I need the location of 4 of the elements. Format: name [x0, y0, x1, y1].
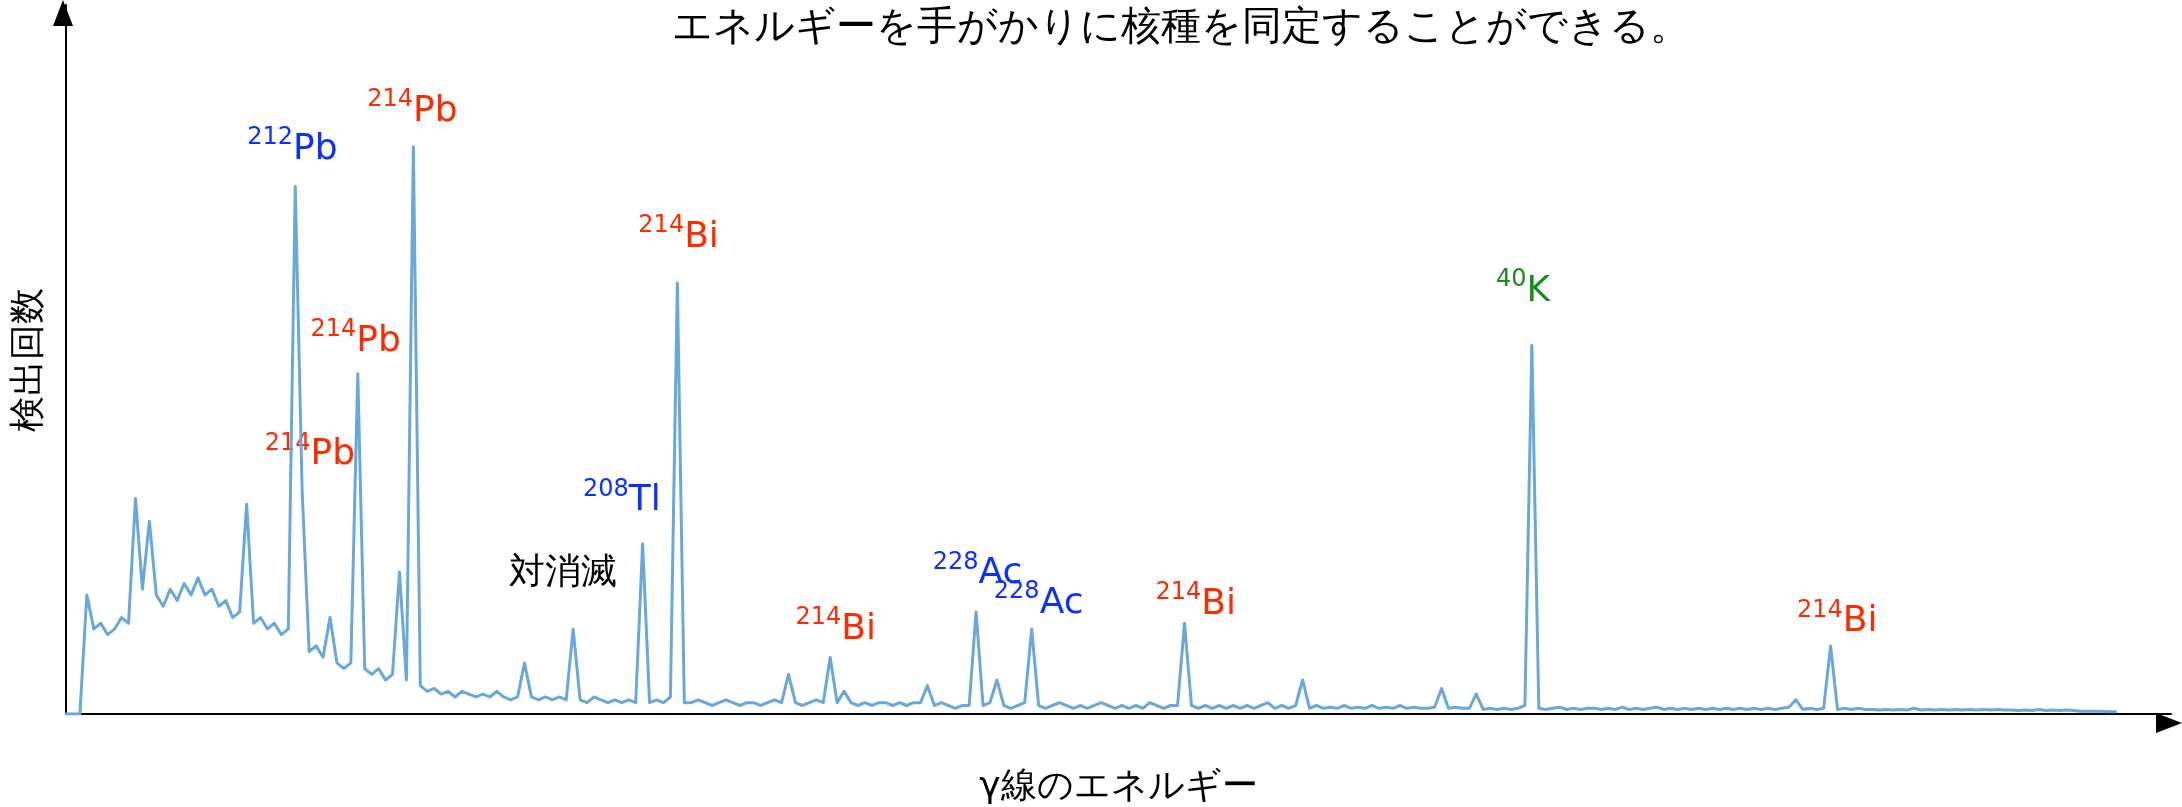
chart-title: エネルギーを手がかりに核種を同定することができる。: [672, 2, 1690, 48]
x-axis-title: γ線のエネルギー: [979, 763, 1258, 805]
annotation: 対消滅: [508, 550, 617, 592]
y-axis-title: 検出回数: [5, 287, 47, 432]
